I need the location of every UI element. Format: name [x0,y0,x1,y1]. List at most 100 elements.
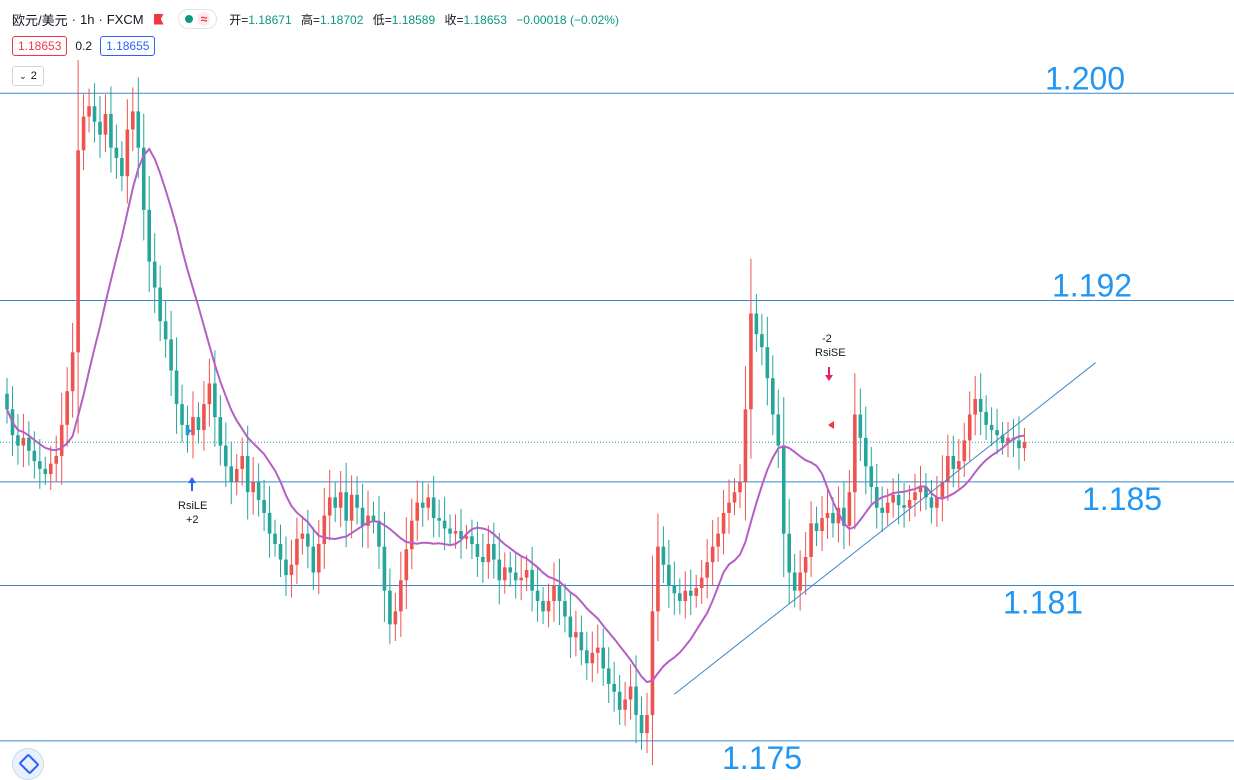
candle-body [552,585,556,602]
low-value: 1.18589 [391,12,436,27]
candle-body [136,111,141,148]
change-value: −0.00018 (−0.02%) [516,12,619,27]
candle-body [749,313,753,410]
candle-body [563,601,567,617]
candle-body [442,520,447,529]
candle-body [229,466,234,482]
candle-body [541,601,545,612]
candle-body [207,383,212,405]
candle-body [639,715,644,734]
candle-body [147,209,152,262]
candle-body [174,370,179,405]
candle-body [38,461,42,469]
candle-body [535,590,540,602]
open-value: 1.18671 [248,12,292,27]
candle-body [103,113,108,135]
candle-body [87,106,91,117]
long-entry-label: RsiLE [178,500,207,512]
candle-body [869,466,874,488]
candle-body [497,559,502,581]
candle-body [191,417,195,436]
buy-button[interactable]: 1.18655 [100,36,156,56]
candle-body [530,569,534,591]
candle-body [935,497,939,508]
candle-body [65,391,69,425]
candle-body [295,538,299,565]
exchange-label: FXCM [106,11,144,27]
delayed-data-icon: ≈ [197,12,211,26]
candle-body [5,393,9,410]
candle-body [891,494,895,503]
candle-body [699,577,704,589]
candle-body [771,378,775,415]
candle-body [781,445,786,534]
candle-body [907,499,912,508]
candle-body [27,437,31,451]
candle-body [918,487,923,493]
candle-body [568,616,573,638]
candle-body [678,593,682,602]
candle-body [448,528,452,534]
candle-body [169,339,173,371]
candle-body [967,414,972,441]
candle-body [377,520,381,547]
ohlc-readout: 开=1.18671 高=1.18702 低=1.18589 收=1.18653 … [229,11,619,28]
candle-body [459,531,463,539]
candle-body [59,424,64,456]
candle-body [251,481,255,493]
candle-body [120,158,124,177]
candle-body [234,468,239,482]
moving-average-line [6,147,1025,684]
candle-body [842,507,846,526]
candle-body [776,414,781,446]
candle-body [836,507,841,524]
candle-body [415,502,420,521]
candle-body [360,507,365,526]
candle-body [273,533,277,545]
candle-body [995,430,999,436]
candle-body [289,564,294,576]
candle-body [92,106,97,122]
close-value: 1.18653 [463,12,507,27]
candle-body [366,515,370,526]
interval-label[interactable]: 1h [79,11,95,27]
candle-body [475,544,480,557]
candle-body [131,111,135,130]
candle-body [481,556,485,563]
header-separator: · [71,11,76,27]
close-label: 收= [444,12,464,27]
candle-body [21,437,26,446]
spread-value: 0.2 [75,39,93,53]
indicators-toggle-button[interactable]: ⌄ 2 [12,66,44,86]
candle-body [256,481,261,500]
market-status-pill[interactable]: ≈ [177,9,218,29]
trade-row: 1.18653 0.2 1.18655 [12,36,156,56]
candle-body [721,512,726,534]
candle-body [863,437,868,467]
candle-body [858,414,863,438]
candle-body [672,585,677,594]
sell-button[interactable]: 1.18653 [12,36,68,56]
candle-body [760,334,764,348]
candle-body [245,455,250,493]
candle-body [847,492,852,526]
chart-header: 欧元/美元 · 1h · FXCM ≈ 开=1.18671 高=1.18702 … [12,9,619,29]
candle-body [989,424,994,431]
candle-body [853,414,857,493]
flag-icon[interactable] [153,13,164,25]
candle-body [984,411,988,425]
level-label: 1.192 [1052,268,1132,304]
candle-body [623,699,627,710]
candle-body [667,564,671,586]
candle-body [820,518,824,532]
candle-body [656,546,660,612]
symbol-name[interactable]: 欧元/美元 [12,12,68,28]
candle-body [683,590,688,602]
candle-body [803,556,808,573]
level-label: 1.175 [722,740,802,772]
tradingview-logo-icon[interactable] [12,748,44,780]
candle-body [464,536,469,539]
short-entry-label: RsiSE [815,347,846,359]
candle-body [754,313,759,335]
